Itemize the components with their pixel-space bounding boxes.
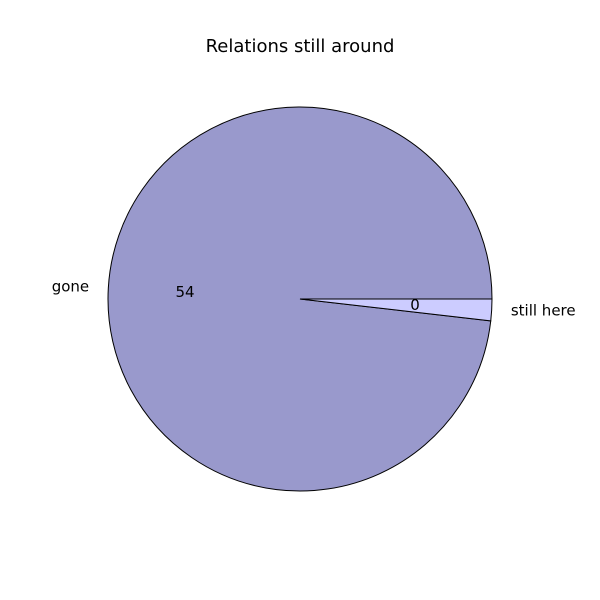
slice-label: still here [511,302,576,320]
chart-title: Relations still around [206,36,395,57]
value-label: 0 [410,296,420,314]
value-label: 54 [175,283,194,301]
pie-slice [299,298,493,322]
slice-label: gone [52,277,89,295]
